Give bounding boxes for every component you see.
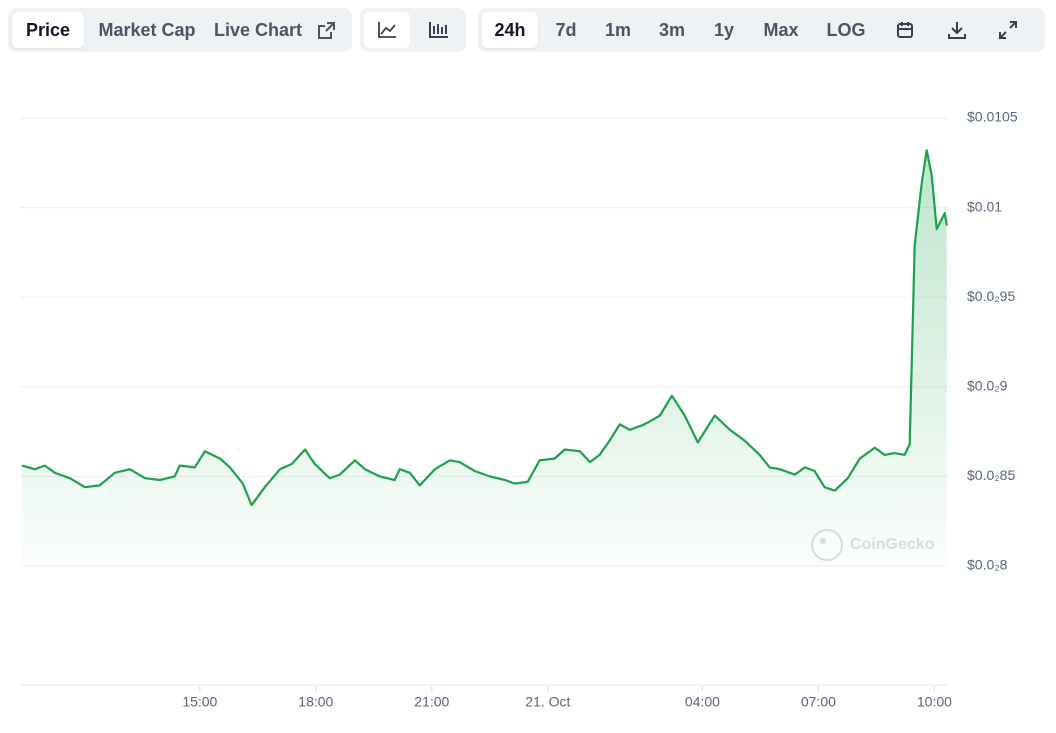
x-tick-label: 07:00 bbox=[801, 694, 836, 710]
external-link-icon bbox=[318, 22, 335, 39]
y-tick-label: $0.01 bbox=[967, 198, 1002, 214]
candle-chart-button[interactable] bbox=[416, 12, 462, 48]
tab-live-chart[interactable]: Live Chart bbox=[214, 20, 303, 40]
view-tabs: Price Market Cap Live Chart bbox=[8, 8, 352, 52]
x-tick-label: 21. Oct bbox=[525, 694, 570, 710]
range-1m[interactable]: 1m bbox=[604, 20, 631, 40]
y-tick-label: $0.0₂9 bbox=[967, 378, 1008, 394]
range-7d[interactable]: 7d bbox=[555, 20, 577, 40]
x-tick-label: 18:00 bbox=[298, 694, 333, 710]
chart-style-tabs bbox=[360, 8, 466, 52]
tab-price[interactable]: Price bbox=[12, 12, 84, 48]
area-fill bbox=[22, 150, 947, 567]
range-max[interactable]: Max bbox=[763, 20, 799, 40]
y-tick-label: $0.0₂85 bbox=[967, 467, 1015, 483]
x-tick-label: 15:00 bbox=[182, 694, 217, 710]
candle-icon bbox=[429, 22, 448, 38]
calendar-icon[interactable] bbox=[896, 21, 914, 39]
watermark: CoinGecko bbox=[811, 529, 935, 561]
x-tick-label: 21:00 bbox=[414, 694, 449, 710]
chart: CoinGecko $0.0105 $0.01 $0.0₂95 $0.0₂9 $0.0₂… bbox=[20, 109, 1018, 710]
y-tick-label: $0.0₂8 bbox=[967, 557, 1008, 573]
y-tick-label: $0.0₂95 bbox=[967, 288, 1015, 304]
range-1y[interactable]: 1y bbox=[713, 20, 735, 40]
x-tick-label: 04:00 bbox=[685, 694, 720, 710]
tab-market-cap[interactable]: Market Cap bbox=[98, 20, 196, 40]
x-tick-label: 10:00 bbox=[917, 694, 952, 710]
y-tick-label: $0.0105 bbox=[967, 109, 1018, 125]
fullscreen-icon[interactable] bbox=[998, 20, 1018, 40]
line-icon bbox=[378, 22, 396, 38]
line-chart-button[interactable] bbox=[364, 12, 410, 48]
range-3m[interactable]: 3m bbox=[658, 20, 685, 40]
range-log[interactable]: LOG bbox=[826, 20, 866, 40]
range-24h[interactable]: 24h bbox=[482, 12, 538, 48]
price-line bbox=[21, 149, 948, 507]
range-tabs: 24h 7d 1m 3m 1y Max LOG bbox=[478, 8, 1045, 52]
download-icon[interactable] bbox=[947, 20, 967, 40]
watermark-text: CoinGecko bbox=[850, 536, 935, 553]
